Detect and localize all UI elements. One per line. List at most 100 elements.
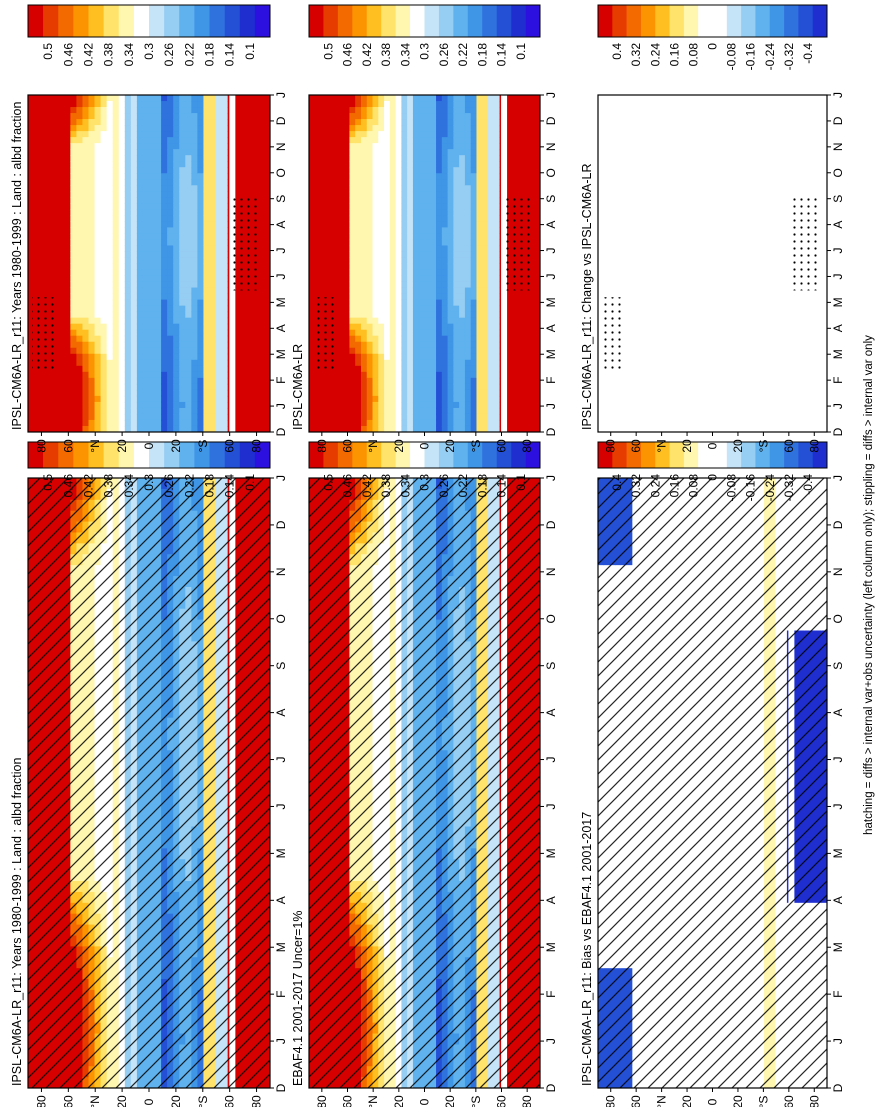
heatmap-cell: [46, 269, 53, 277]
heatmap-cell: [76, 257, 83, 264]
heatmap-cell: [82, 425, 89, 433]
colorbar-swatch: [224, 5, 241, 37]
heatmap-cell: [124, 113, 132, 120]
heatmap-cell: [263, 251, 271, 258]
heatmap-cell: [167, 191, 174, 198]
colorbar: 0.5 0.46 0.42 0.38 0.34 0.3 0.26 0.22 0.18 0.14 0.…: [27, 4, 271, 66]
heatmap-cell: [263, 275, 271, 283]
heatmap-cell: [191, 239, 198, 246]
heatmap-cell: [130, 191, 138, 198]
heatmap-cell: [64, 227, 71, 234]
heatmap-cell: [64, 263, 71, 271]
heatmap-cell: [215, 227, 223, 234]
heatmap-cell: [263, 221, 271, 228]
heatmap-cell: [70, 149, 77, 156]
heatmap-cell: [106, 419, 114, 427]
heatmap-cell: [173, 95, 180, 102]
heatmap-cell: [46, 221, 53, 228]
heatmap-cell: [100, 221, 108, 228]
heatmap-cell: [112, 131, 120, 138]
heatmap-cell: [118, 389, 126, 397]
heatmap-cell: [112, 293, 120, 301]
heatmap-cell: [88, 335, 96, 343]
heatmap-cell: [124, 311, 132, 319]
heatmap-cell: [215, 281, 223, 289]
heatmap-cell: [191, 317, 198, 325]
heatmap-cell: [124, 425, 132, 433]
heatmap-cell: [263, 377, 271, 385]
heatmap-cell: [161, 197, 168, 204]
heatmap-cell: [161, 173, 168, 180]
month-tick-label: M: [274, 942, 288, 952]
heatmap-cell: [149, 251, 156, 258]
heatmap-cell: [167, 287, 174, 295]
heatmap-cell: [136, 251, 144, 258]
heatmap-cell: [161, 107, 168, 114]
heatmap-cell: [46, 263, 53, 271]
heatmap-cell: [130, 167, 138, 174]
heatmap-cell: [161, 263, 168, 271]
heatmap-cell: [209, 281, 217, 289]
heatmap-cell: [245, 401, 253, 409]
heatmap-cell: [233, 335, 241, 343]
heatmap-cell: [82, 95, 89, 102]
heatmap-cell: [106, 389, 114, 397]
heatmap-cell: [58, 359, 65, 367]
lat-tick-label: °S: [196, 440, 210, 453]
heatmap-cell: [245, 287, 253, 295]
heatmap-cell: [167, 161, 174, 168]
heatmap-cell: [257, 185, 265, 192]
month-tick-label: F: [274, 377, 288, 384]
heatmap-cell: [173, 365, 180, 373]
heatmap-cell: [209, 371, 217, 379]
heatmap-cell: [251, 161, 259, 168]
heatmap-cell: [155, 317, 162, 325]
heatmap-cell: [130, 113, 138, 120]
heatmap-cell: [124, 251, 132, 258]
heatmap-cell: [245, 185, 253, 192]
heatmap-cell: [124, 359, 132, 367]
heatmap-cell: [70, 395, 77, 403]
heatmap-cell: [173, 185, 180, 192]
heatmap-cell: [173, 155, 180, 162]
heatmap-cell: [161, 167, 168, 174]
heatmap-cell: [185, 413, 192, 421]
colorbar-label: 0.42: [82, 474, 96, 498]
colorbar-swatch: [179, 5, 195, 37]
lat-tick-label: 60: [223, 1095, 237, 1107]
heatmap-cell: [94, 317, 102, 325]
heatmap-cell: [197, 317, 204, 325]
heatmap-cell: [52, 227, 59, 234]
heatmap-cell: [76, 179, 83, 186]
heatmap-cell: [173, 215, 180, 222]
heatmap-cell: [70, 245, 77, 252]
heatmap-cell: [179, 101, 186, 108]
heatmap-cell: [167, 347, 174, 355]
heatmap-cell: [191, 311, 198, 319]
heatmap-cell: [94, 95, 102, 102]
heatmap-cell: [52, 119, 59, 126]
heatmap-cell: [88, 173, 96, 180]
heatmap-cell: [155, 101, 162, 108]
heatmap-cell: [142, 335, 150, 343]
colorbar-swatch: [88, 5, 104, 37]
colorbar-swatch: [194, 442, 210, 468]
heatmap-cell: [142, 413, 150, 421]
heatmap-cell: [185, 149, 192, 156]
heatmap-cell: [40, 239, 47, 246]
heatmap-cell: [88, 197, 96, 204]
heatmap-cell: [124, 329, 132, 337]
heatmap-cell: [46, 245, 53, 252]
heatmap-cell: [203, 389, 210, 397]
heatmap-cell: [203, 293, 210, 301]
heatmap-cell: [70, 125, 77, 132]
heatmap-cell: [209, 227, 217, 234]
heatmap-cell: [58, 323, 65, 331]
heatmap-cell: [94, 281, 102, 289]
heatmap-cell: [191, 233, 198, 240]
heatmap-cell: [100, 227, 108, 234]
heatmap-cell: [239, 359, 247, 367]
heatmap-cell: [142, 299, 150, 307]
heatmap-cell: [136, 155, 144, 162]
heatmap-cell: [124, 221, 132, 228]
